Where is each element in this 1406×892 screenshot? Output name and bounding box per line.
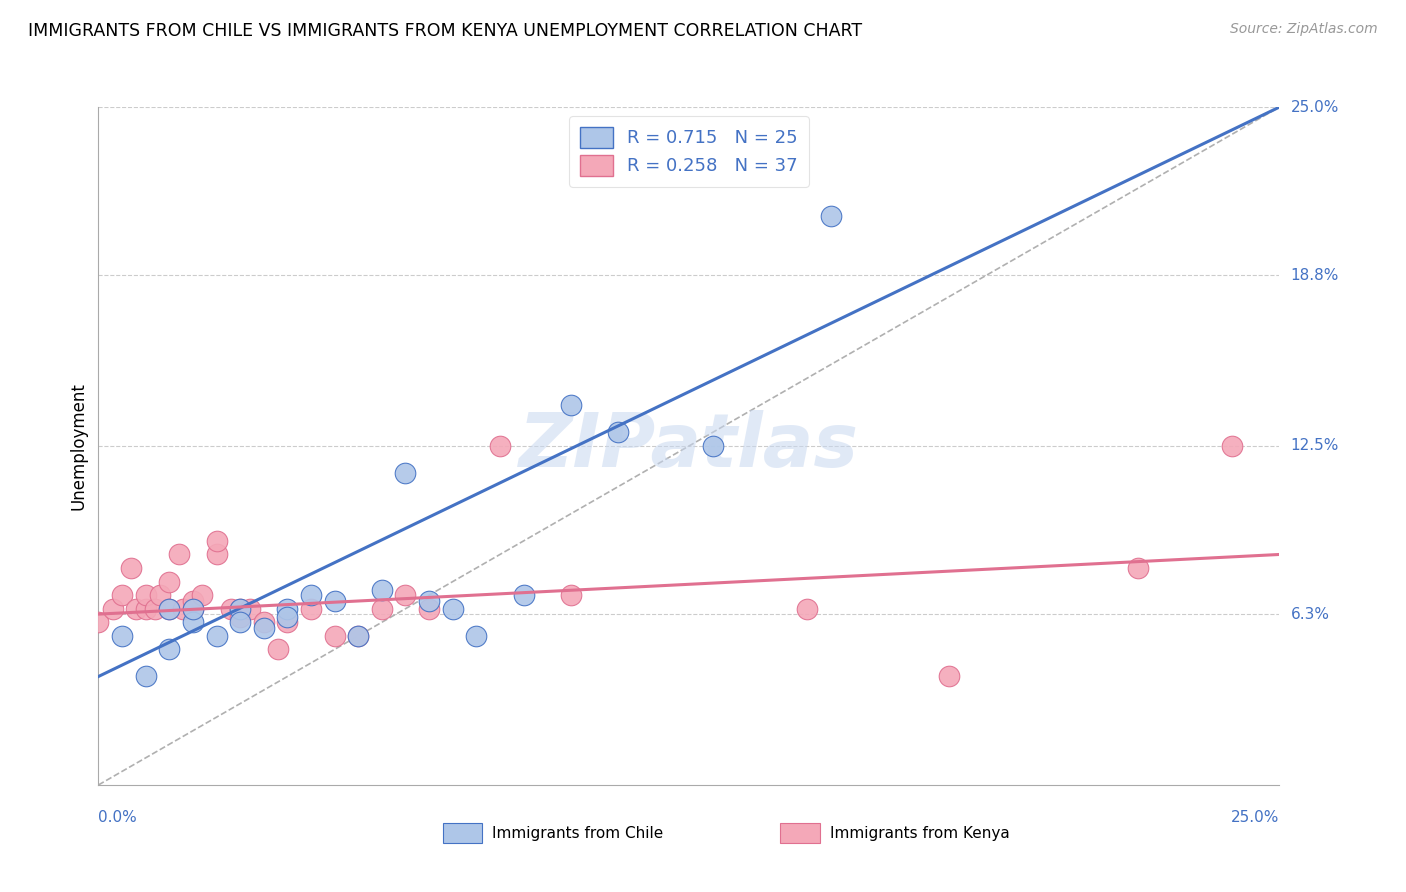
Text: 18.8%: 18.8% — [1291, 268, 1339, 283]
Point — [101, 601, 124, 615]
Point — [143, 601, 166, 615]
Point — [267, 642, 290, 657]
Point — [157, 601, 180, 615]
Point — [371, 601, 394, 615]
Point — [181, 615, 204, 630]
Legend: R = 0.715   N = 25, R = 0.258   N = 37: R = 0.715 N = 25, R = 0.258 N = 37 — [569, 116, 808, 186]
Text: Immigrants from Kenya: Immigrants from Kenya — [830, 826, 1010, 840]
Text: IMMIGRANTS FROM CHILE VS IMMIGRANTS FROM KENYA UNEMPLOYMENT CORRELATION CHART: IMMIGRANTS FROM CHILE VS IMMIGRANTS FROM… — [28, 22, 862, 40]
Point — [418, 601, 440, 615]
Point — [135, 601, 157, 615]
Point — [181, 593, 204, 607]
Point — [394, 466, 416, 480]
Point — [702, 439, 724, 453]
Point — [299, 601, 322, 615]
Point — [125, 601, 148, 615]
Point — [135, 588, 157, 602]
Point — [181, 601, 204, 615]
Point — [441, 601, 464, 615]
Point — [560, 588, 582, 602]
Point — [135, 669, 157, 683]
Point — [205, 533, 228, 548]
Point — [181, 601, 204, 615]
Point — [512, 588, 534, 602]
Text: 12.5%: 12.5% — [1291, 439, 1339, 453]
Point — [1126, 561, 1149, 575]
Point — [229, 601, 252, 615]
Point — [111, 629, 134, 643]
Point — [121, 561, 143, 575]
Text: 25.0%: 25.0% — [1232, 810, 1279, 825]
Point — [229, 601, 252, 615]
Point — [1220, 439, 1243, 453]
Text: ZIPatlas: ZIPatlas — [519, 409, 859, 483]
Point — [489, 439, 512, 453]
Point — [87, 615, 110, 630]
Point — [253, 615, 276, 630]
Point — [607, 425, 630, 440]
Point — [276, 610, 298, 624]
Point — [205, 548, 228, 562]
Point — [796, 601, 818, 615]
Point — [157, 574, 180, 589]
Point — [167, 548, 190, 562]
Point — [276, 615, 298, 630]
Point — [229, 610, 252, 624]
Point — [323, 593, 346, 607]
Point — [276, 601, 298, 615]
Text: Source: ZipAtlas.com: Source: ZipAtlas.com — [1230, 22, 1378, 37]
Point — [418, 593, 440, 607]
Point — [347, 629, 370, 643]
Point — [938, 669, 960, 683]
Point — [347, 629, 370, 643]
Point — [465, 629, 488, 643]
Point — [219, 601, 242, 615]
Point — [172, 601, 194, 615]
Point — [299, 588, 322, 602]
Text: 25.0%: 25.0% — [1291, 100, 1339, 114]
Point — [560, 398, 582, 412]
Point — [394, 588, 416, 602]
Point — [157, 642, 180, 657]
Point — [323, 629, 346, 643]
Text: 6.3%: 6.3% — [1291, 607, 1330, 622]
Point — [157, 601, 180, 615]
Point — [371, 582, 394, 597]
Point — [205, 629, 228, 643]
Point — [149, 588, 172, 602]
Point — [253, 621, 276, 635]
Point — [111, 588, 134, 602]
Text: 0.0%: 0.0% — [98, 810, 138, 825]
Point — [239, 601, 262, 615]
Point — [820, 209, 842, 223]
Point — [191, 588, 214, 602]
Point — [229, 615, 252, 630]
Y-axis label: Unemployment: Unemployment — [69, 382, 87, 510]
Text: Immigrants from Chile: Immigrants from Chile — [492, 826, 664, 840]
